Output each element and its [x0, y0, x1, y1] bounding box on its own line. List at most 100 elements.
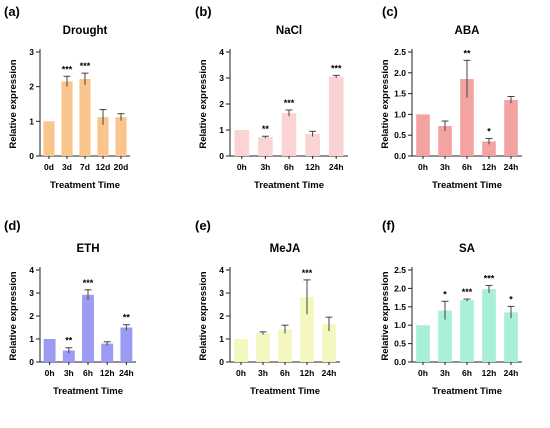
y-axis-label: Relative expression [380, 59, 391, 148]
x-tick-label: 24h [329, 162, 344, 172]
y-axis-label: Relative expression [198, 59, 209, 148]
y-tick-label: 3 [29, 288, 34, 298]
bar [328, 76, 344, 156]
x-tick-label: 6h [83, 368, 93, 378]
x-tick-label: 6h [462, 368, 472, 378]
x-tick-label: 0h [418, 162, 428, 172]
x-axis-label: Treatment Time [50, 180, 120, 191]
x-tick-label: 0h [236, 368, 246, 378]
x-tick-label: 12h [305, 162, 320, 172]
bar [234, 130, 250, 156]
bar [62, 350, 75, 362]
significance-label: *** [331, 63, 342, 73]
bar [256, 333, 270, 362]
significance-label: *** [62, 64, 73, 74]
x-tick-label: 24h [119, 368, 134, 378]
chart-panel-4: (d) ETH 0 1 2 3 4 0h ** 3h *** 6h 12h ** 24h Treatment … [4, 218, 136, 397]
x-tick-label: 12d [96, 162, 111, 172]
bar [482, 141, 496, 156]
chart-title: ABA [455, 25, 480, 37]
bar [281, 113, 297, 156]
chart-panel-1: (a) Drought 0 1 2 3 0d *** 3d *** 7d 12d 20d Treatmen… [4, 4, 130, 191]
bar [97, 117, 109, 156]
y-tick-label: 2.0 [394, 68, 406, 78]
y-tick-label: 4 [219, 265, 224, 275]
y-tick-label: 2.0 [394, 283, 406, 293]
bar [79, 79, 91, 156]
significance-label: *** [83, 278, 94, 288]
bar [234, 339, 248, 362]
chart-title: MeJA [270, 243, 301, 255]
significance-label: ** [65, 336, 73, 346]
y-tick-label: 1 [29, 334, 34, 344]
bar [115, 117, 127, 156]
bar [258, 137, 273, 156]
y-tick-label: 0 [219, 151, 224, 161]
chart-panel-3: (c) ABA 0.0 0.5 1.0 1.5 2.0 2.5 0h 3h ** 6h * 12h 24hT… [380, 4, 522, 191]
x-tick-label: 3h [64, 368, 74, 378]
x-tick-label: 12h [482, 162, 497, 172]
x-tick-label: 12h [300, 368, 315, 378]
y-axis-label: Relative expression [8, 271, 19, 360]
x-tick-label: 20d [114, 162, 129, 172]
chart-title: SA [459, 243, 475, 255]
bar [416, 325, 430, 362]
x-tick-label: 7d [80, 162, 90, 172]
bar [101, 343, 114, 362]
y-tick-label: 4 [219, 47, 224, 57]
x-tick-label: 6h [280, 368, 290, 378]
significance-label: ** [262, 124, 270, 134]
x-tick-label: 0h [418, 368, 428, 378]
y-tick-label: 1.5 [394, 89, 406, 99]
significance-label: *** [484, 273, 495, 283]
y-tick-label: 1.0 [394, 109, 406, 119]
significance-label: * [487, 127, 491, 137]
significance-label: ** [463, 48, 471, 58]
bar [82, 294, 94, 362]
y-tick-label: 2 [29, 311, 34, 321]
x-tick-label: 6h [284, 162, 294, 172]
bar [438, 126, 452, 156]
y-tick-label: 3 [29, 47, 34, 57]
x-tick-label: 12h [482, 368, 497, 378]
bar [278, 329, 292, 362]
y-tick-label: 1 [219, 334, 224, 344]
y-tick-label: 2.5 [394, 265, 406, 275]
y-tick-label: 1 [219, 125, 224, 135]
significance-label: *** [462, 287, 473, 297]
chart-panel-2: (b) NaCl 0 1 2 3 4 0h ** 3h *** 6h 12h *** 24h Treatmen… [195, 4, 348, 191]
bar [43, 121, 55, 156]
bar [460, 79, 474, 156]
chart-title: ETH [77, 243, 100, 255]
bar [120, 327, 133, 362]
chart-title: NaCl [276, 25, 302, 37]
bar [504, 99, 518, 156]
x-tick-label: 0d [44, 162, 54, 172]
significance-label: * [509, 294, 513, 304]
panel-letter: (e) [195, 218, 211, 233]
panel-letter: (b) [195, 4, 212, 19]
panel-letter: (c) [382, 4, 398, 19]
y-tick-label: 0 [29, 357, 34, 367]
bar [61, 81, 73, 156]
x-tick-label: 3d [62, 162, 72, 172]
y-tick-label: 0.5 [394, 339, 406, 349]
x-axis-label: Treatment Time [254, 180, 324, 191]
x-tick-label: 0h [45, 368, 55, 378]
y-axis-label: Relative expression [380, 271, 391, 360]
significance-label: *** [284, 98, 295, 108]
y-tick-label: 3 [219, 288, 224, 298]
bar [438, 310, 452, 362]
x-tick-label: 3h [440, 162, 450, 172]
y-tick-label: 2.5 [394, 47, 406, 57]
x-tick-label: 3h [258, 368, 268, 378]
y-axis-label: Relative expression [8, 59, 19, 148]
bar [504, 312, 518, 362]
y-tick-label: 3 [219, 73, 224, 83]
chart-title: Drought [63, 25, 108, 37]
x-axis-label: Treatment Time [250, 386, 320, 397]
x-tick-label: 24h [322, 368, 337, 378]
y-tick-label: 0.0 [394, 151, 406, 161]
